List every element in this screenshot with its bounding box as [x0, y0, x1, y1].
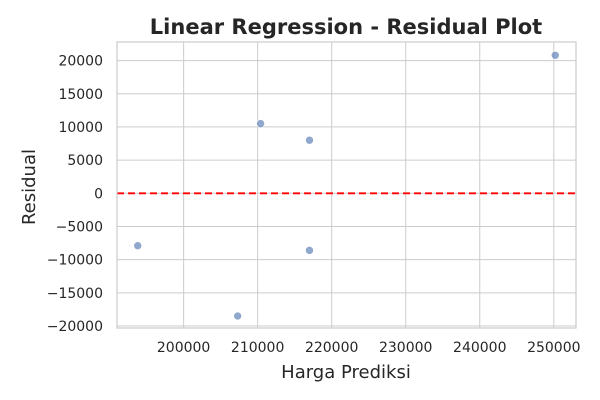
y-tick-label: 0	[94, 186, 103, 202]
y-tick-labels: −20000 −15000 −10000 −5000 0 5000 10000 15000 20…	[47, 54, 103, 335]
chart-title: Linear Regression - Residual Plot	[150, 15, 542, 39]
plot-frame	[116, 41, 577, 329]
y-axis-label: Residual	[19, 149, 40, 225]
data-point	[305, 246, 314, 255]
y-tick-label: 20000	[58, 54, 103, 70]
y-tick-label: −10000	[47, 253, 103, 269]
y-tick-label: 10000	[58, 120, 103, 136]
y-tick-label: 15000	[58, 87, 103, 103]
x-tick-label: 220000	[305, 340, 358, 356]
grid-layer	[117, 42, 576, 328]
y-tick-label: −15000	[47, 286, 103, 302]
x-tick-labels: 200000 210000 220000 230000 240000 250000	[157, 340, 581, 356]
x-tick-label: 240000	[453, 340, 506, 356]
y-tick-label: −20000	[47, 319, 103, 335]
data-points-layer	[133, 50, 560, 321]
x-tick-label: 200000	[157, 340, 210, 356]
x-axis-label: Harga Prediksi	[281, 362, 411, 383]
data-point	[233, 311, 242, 321]
y-tick-label: 5000	[67, 153, 103, 169]
x-tick-label: 230000	[379, 340, 432, 356]
data-point	[256, 119, 265, 128]
x-tick-label: 210000	[231, 340, 284, 356]
data-point	[305, 135, 314, 145]
y-tick-label: −5000	[56, 219, 103, 235]
data-point	[550, 50, 560, 60]
data-point	[133, 241, 143, 251]
x-tick-label: 250000	[527, 340, 580, 356]
